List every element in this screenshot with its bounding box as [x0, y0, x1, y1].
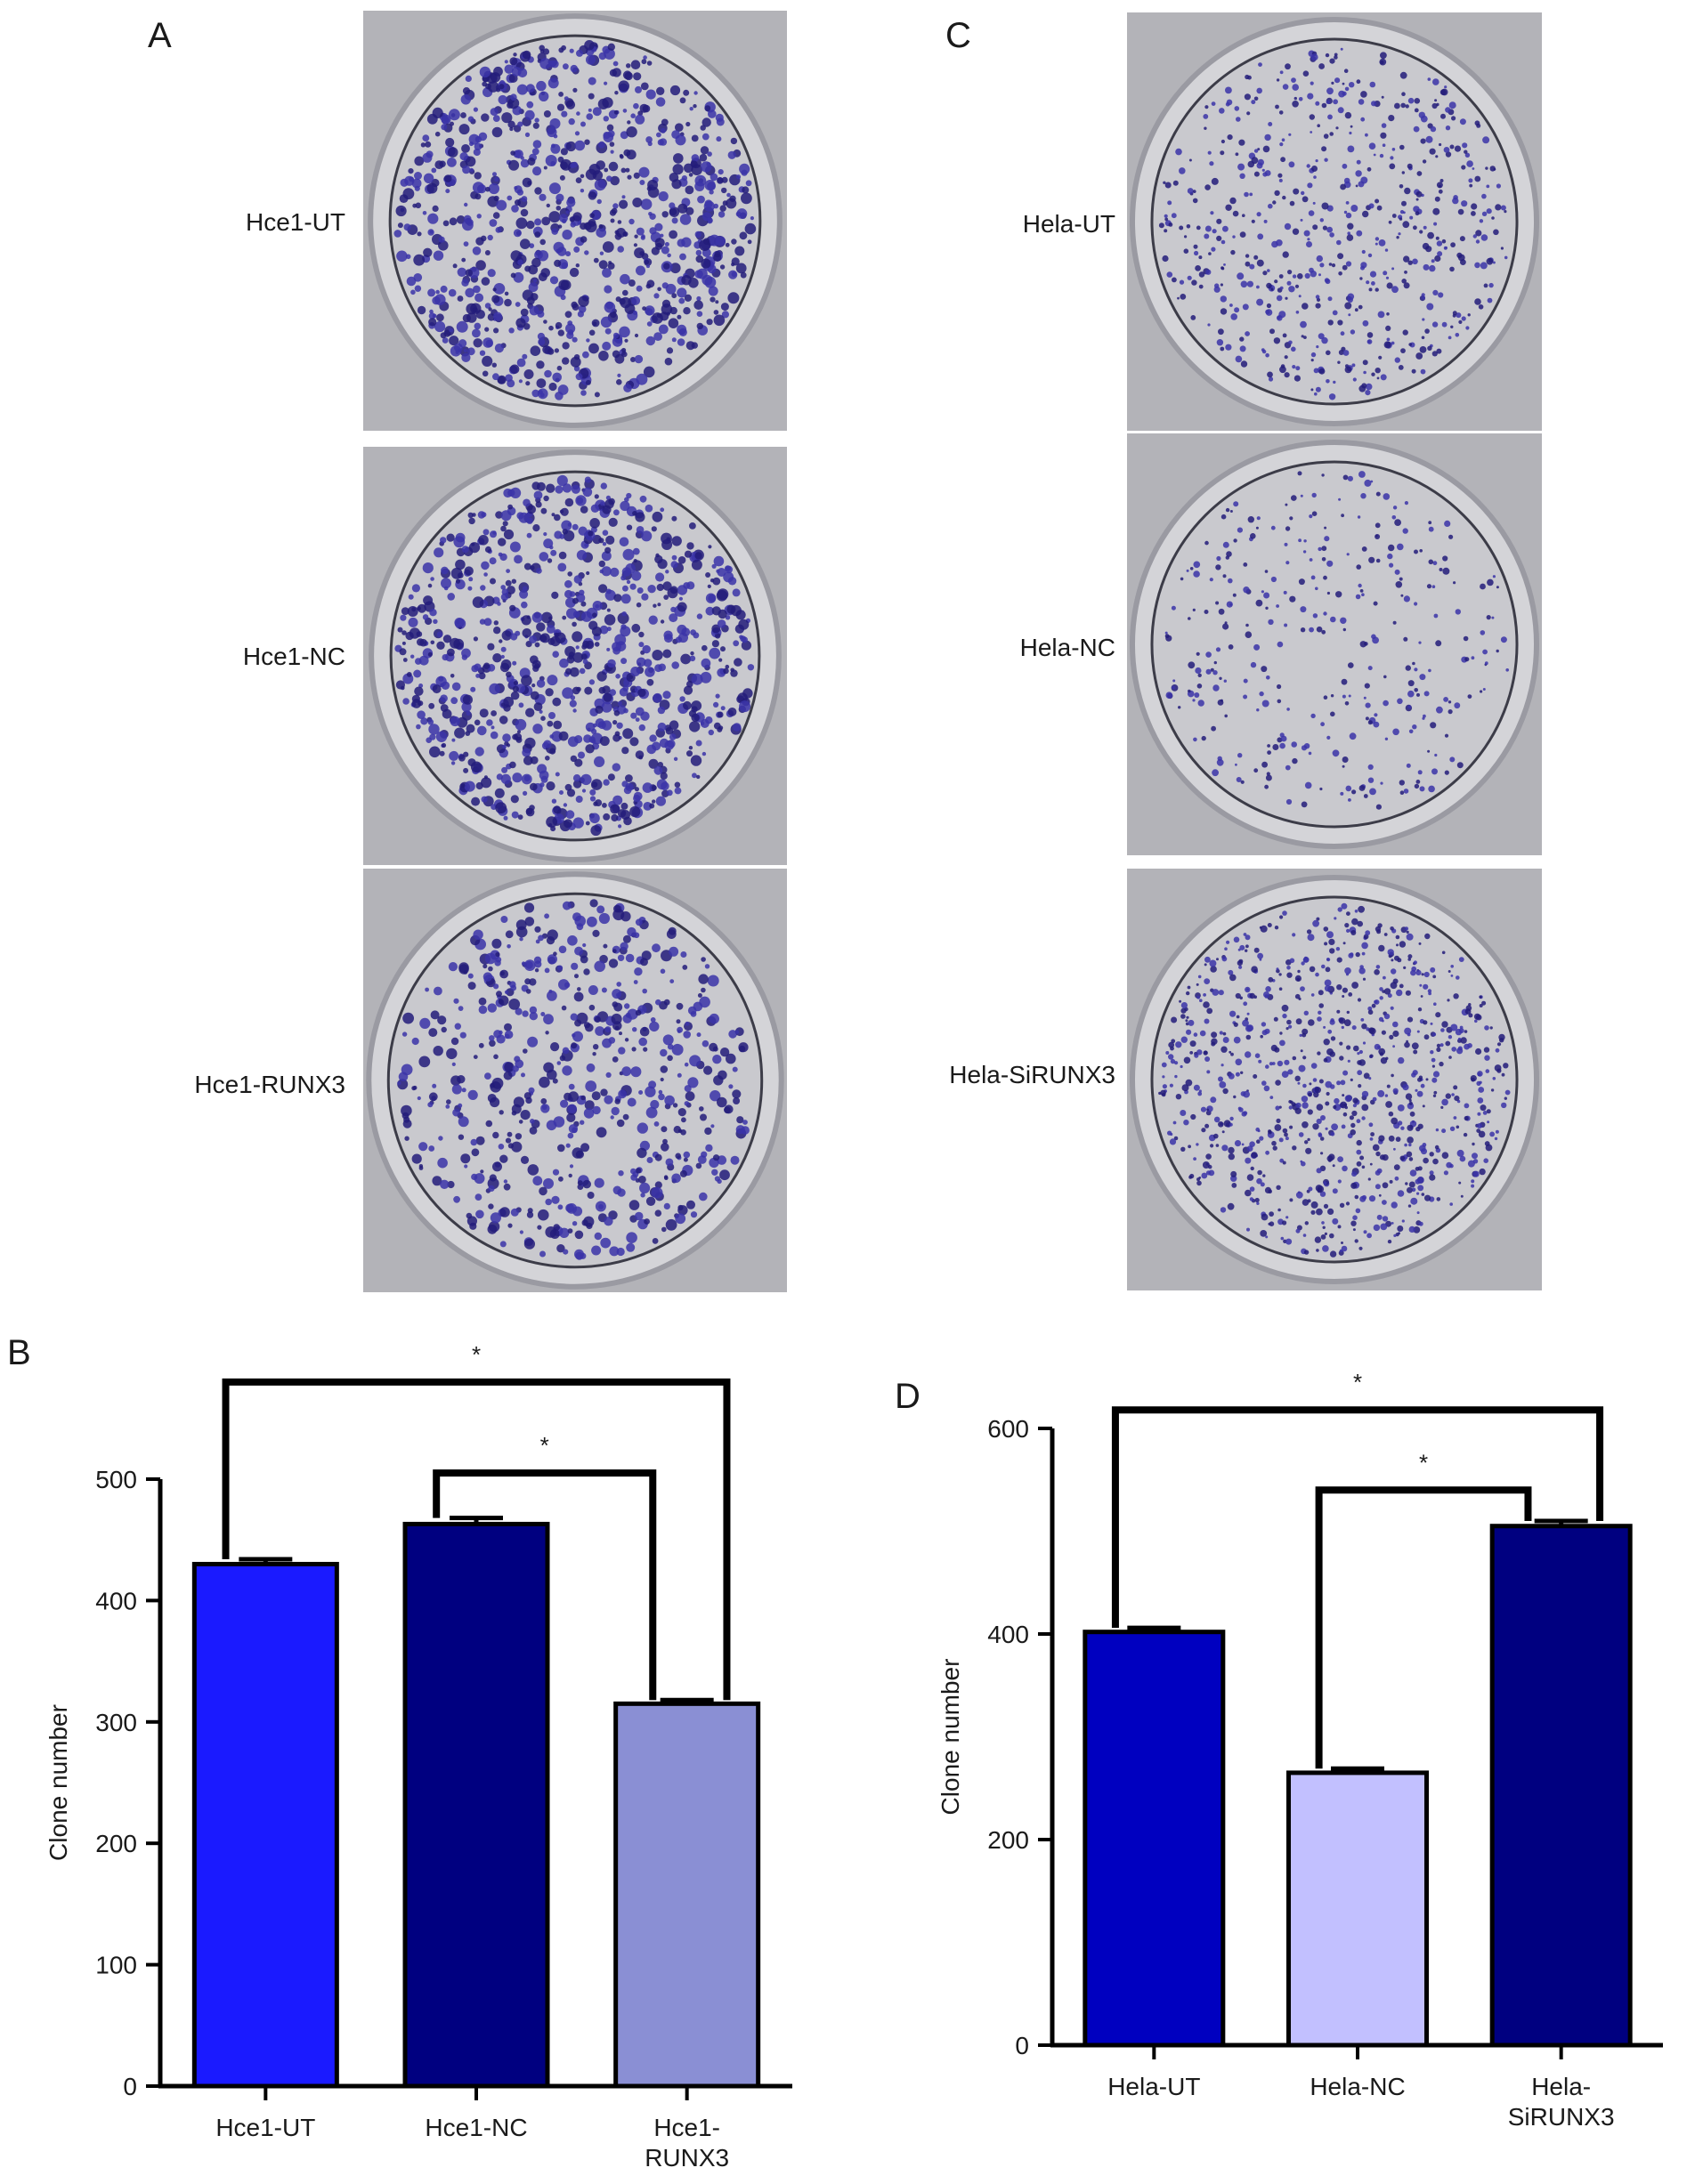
x-tick-label: Hce1- — [653, 2114, 720, 2141]
bar-1 — [1083, 1630, 1226, 2048]
y-tick-label: 400 — [95, 1587, 137, 1614]
y-tick-label: 200 — [987, 1826, 1029, 1854]
dish-label-hce1-ut: Hce1-UT — [245, 208, 345, 236]
x-tick-label: RUNX3 — [645, 2144, 729, 2172]
significance-bracket — [1315, 1486, 1532, 1769]
dish-label-hce1-runx3: Hce1-RUNX3 — [194, 1071, 345, 1098]
y-axis-label: Clone number — [45, 1704, 72, 1861]
dish-label-hela-ut: Hela-UT — [1022, 210, 1115, 238]
y-axis-label: Clone number — [937, 1659, 964, 1816]
x-tick-label: Hela- — [1531, 2073, 1591, 2100]
colony-layer — [1164, 471, 1509, 810]
significance-star: * — [1419, 1449, 1428, 1476]
y-tick-label: 500 — [95, 1466, 137, 1493]
x-tick-label: SiRUNX3 — [1508, 2103, 1615, 2131]
dish-photo-hela-sirunx3 — [1127, 869, 1542, 1290]
dish-label-hela-sirunx3: Hela-SiRUNX3 — [949, 1061, 1115, 1088]
panel-letter-c: C — [945, 16, 971, 55]
significance-star: * — [1353, 1369, 1362, 1395]
dish-photo-hce1-ut — [363, 11, 787, 431]
dish-photo-hela-nc — [1127, 433, 1542, 855]
chart-panel-d: 0 200 400 600 Clone number Hela-UT Hela-NC Hela… — [937, 1369, 1663, 2131]
x-tick-label: Hela-NC — [1310, 2073, 1405, 2100]
colony-layer — [394, 474, 755, 837]
bar-3 — [613, 1701, 761, 2089]
bar-3 — [1489, 1524, 1633, 2048]
significance-bracket — [1111, 1406, 1604, 1629]
bar-2 — [1286, 1770, 1429, 2048]
y-tick-label: 100 — [95, 1952, 137, 1979]
x-tick-label: Hce1-UT — [215, 2114, 315, 2141]
dish-photo-hela-ut — [1127, 12, 1542, 431]
bar-1 — [191, 1561, 339, 2089]
y-tick-label: 0 — [123, 2073, 137, 2100]
y-tick-label: 0 — [1015, 2032, 1029, 2059]
dish-label-hce1-nc: Hce1-NC — [242, 643, 345, 670]
chart-panel-b: 0 100 200 300 400 500 Clone number Hce1-UT Hce1-… — [45, 1341, 792, 2172]
dish-label-hela-nc: Hela-NC — [1019, 634, 1115, 661]
y-tick-label: 200 — [95, 1830, 137, 1857]
y-tick-label: 600 — [987, 1415, 1029, 1443]
colony-layer — [397, 899, 750, 1260]
y-tick-label: 400 — [987, 1621, 1029, 1648]
colony-layer — [1158, 47, 1508, 400]
y-tick-label: 300 — [95, 1709, 137, 1736]
significance-bracket — [222, 1378, 731, 1701]
bar-2 — [402, 1521, 550, 2089]
significance-star: * — [472, 1341, 481, 1368]
panel-letter-d: D — [895, 1377, 920, 1416]
dish-photo-hce1-runx3 — [363, 869, 787, 1292]
x-tick-label: Hela-UT — [1107, 2073, 1200, 2100]
panel-letter-a: A — [148, 16, 172, 55]
dish-photo-hce1-nc — [363, 447, 787, 865]
colony-layer — [393, 40, 757, 400]
significance-star: * — [540, 1432, 549, 1459]
colony-layer — [1158, 902, 1511, 1258]
significance-bracket — [433, 1469, 657, 1701]
panel-letter-b: B — [7, 1333, 31, 1372]
x-tick-label: Hce1-NC — [425, 2114, 527, 2141]
